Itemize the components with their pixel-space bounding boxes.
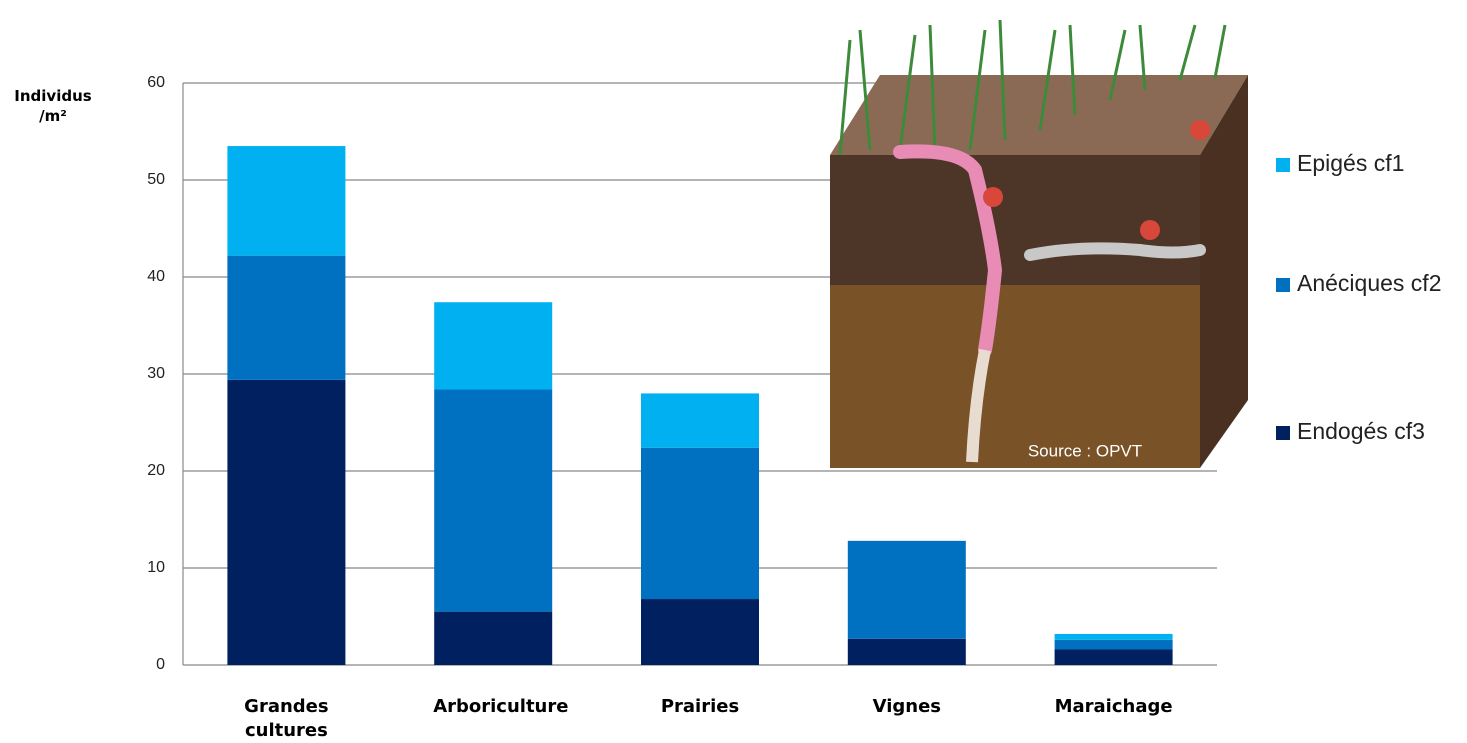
bar-segment: [434, 612, 552, 665]
bar-segment: [1055, 634, 1173, 640]
legend: Endogés cf3 Anéciques cf2 Epigés cf1: [1276, 150, 1441, 444]
bar-segment: [641, 393, 759, 447]
y-tick-label: 60: [147, 74, 165, 91]
bar-segment: [227, 256, 345, 380]
y-tick-label: 20: [147, 462, 165, 479]
bar-segment: [1055, 640, 1173, 650]
bar-segment: [848, 639, 966, 665]
legend-swatch: [1276, 278, 1290, 292]
bar-segment: [641, 448, 759, 599]
bar-segment: [848, 541, 966, 639]
x-tick-label: Prairies: [640, 695, 760, 719]
legend-swatch: [1276, 158, 1290, 172]
x-tick-label: Grandes cultures: [226, 695, 346, 743]
legend-label: Anéciques cf2: [1297, 270, 1441, 296]
y-tick-label: 50: [147, 171, 165, 188]
y-tick-label: 30: [147, 365, 165, 382]
x-tick-label: Arboriculture: [433, 695, 553, 719]
legend-label: Endogés cf3: [1297, 418, 1425, 444]
bar-segment: [227, 380, 345, 665]
y-tick-label: 0: [156, 656, 165, 673]
y-tick-label: 40: [147, 268, 165, 285]
y-axis-label: Individus /m²: [8, 86, 98, 126]
page: 0 10 20 30 40 50 60 Source : OPVT Endogés cf3 A…: [0, 0, 1467, 742]
bar-segment: [434, 390, 552, 612]
bar-segment: [434, 302, 552, 389]
soil-illustration: Source : OPVT: [830, 20, 1248, 468]
chart: 0 10 20 30 40 50 60 Source : OPVT Endogés cf3 A…: [0, 0, 1467, 742]
x-tick-label: Maraichage: [1054, 695, 1174, 719]
bar-segment: [641, 599, 759, 665]
x-tick-label: Vignes: [847, 695, 967, 719]
bar-segment: [1055, 649, 1173, 665]
bar-segment: [227, 146, 345, 256]
legend-swatch: [1276, 426, 1290, 440]
legend-label: Epigés cf1: [1297, 150, 1404, 176]
annotation: Source : OPVT: [1028, 441, 1142, 460]
y-tick-label: 10: [147, 559, 165, 576]
